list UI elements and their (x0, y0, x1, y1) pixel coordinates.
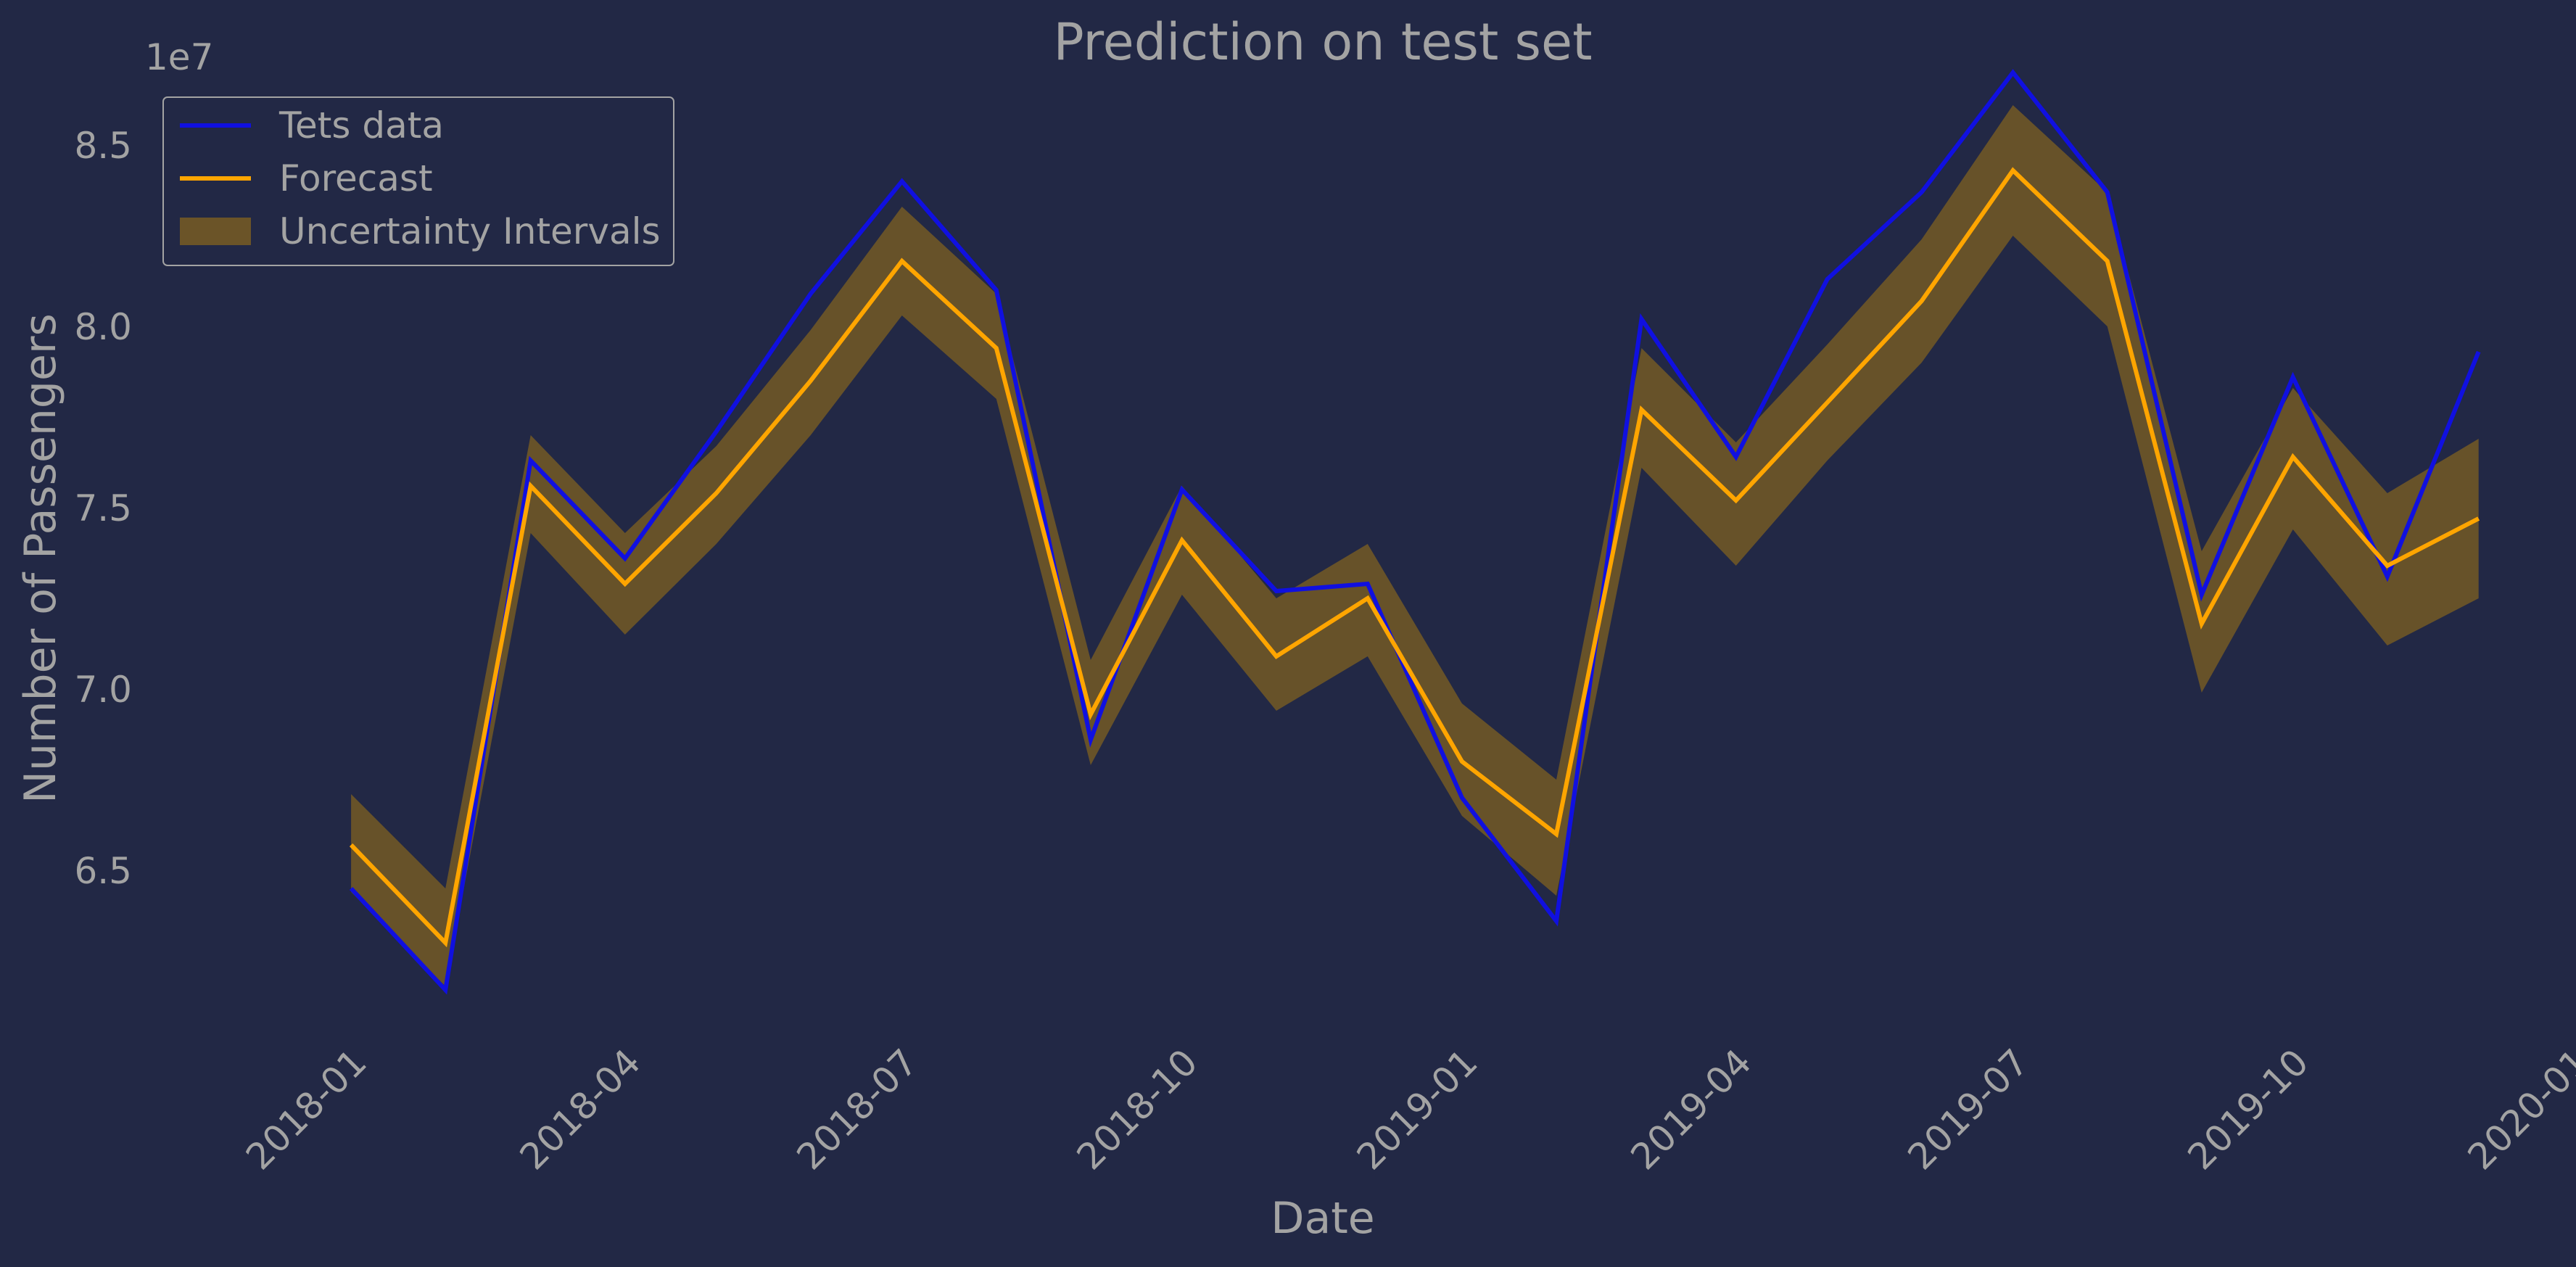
y-offset-label: 1e7 (145, 36, 213, 78)
y-tick-labels: 6.5 7.0 7.5 8.0 8.5 (74, 125, 132, 892)
y-tick-label: 8.5 (74, 125, 132, 167)
legend-label-uncertainty: Uncertainty Intervals (279, 210, 661, 252)
test-data-line (349, 69, 2481, 995)
y-tick-label: 8.0 (74, 306, 132, 348)
legend-label-test-data: Tets data (278, 104, 444, 146)
y-tick-label: 6.5 (74, 850, 132, 892)
forecast-line (349, 167, 2480, 948)
y-tick-label: 7.0 (74, 669, 132, 711)
legend-label-forecast: Forecast (279, 157, 433, 199)
series-lines-layer (349, 69, 2481, 995)
chart-title: Prediction on test set (1053, 12, 1592, 72)
uncertainty-band-layer (351, 105, 2479, 986)
y-axis-label: Number of Passengers (15, 313, 66, 804)
x-axis-label: Date (1271, 1193, 1374, 1244)
legend-swatch-uncertainty (180, 218, 251, 245)
y-tick-label: 7.5 (74, 487, 132, 529)
uncertainty-band (351, 105, 2479, 986)
legend-frame (162, 96, 674, 266)
legend: Tets data Forecast Uncertainty Intervals (162, 96, 674, 266)
